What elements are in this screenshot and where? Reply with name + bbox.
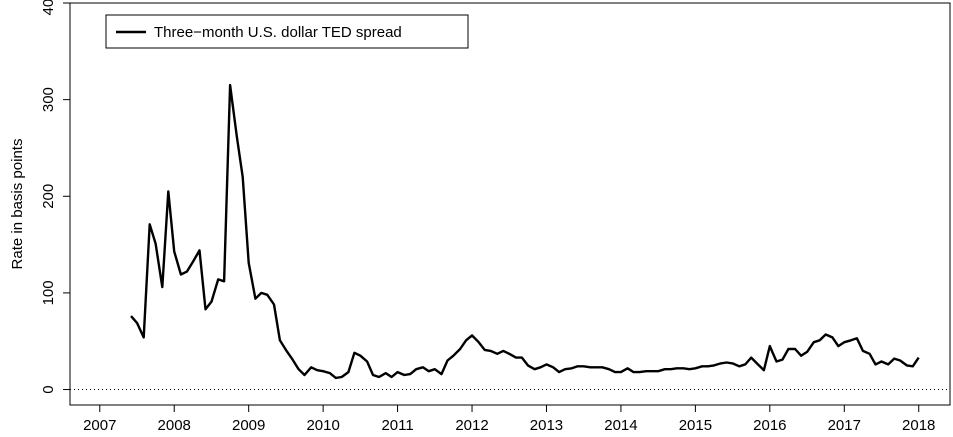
x-tick-label: 2012 — [455, 417, 488, 434]
x-tick-label: 2010 — [306, 417, 339, 434]
x-tick-label: 2011 — [381, 417, 413, 434]
y-tick-label: 300 — [40, 87, 57, 112]
plot-frame — [69, 2, 951, 406]
y-tick-label: 200 — [40, 184, 57, 209]
y-axis-title: Rate in basis points — [9, 139, 26, 270]
y-tick-label: 400 — [40, 0, 57, 16]
legend-label: Three−month U.S. dollar TED spread — [154, 24, 402, 41]
x-axis: 2007 2008 2009 2010 2011 2012 2013 2014 2015 2016… — [83, 405, 935, 434]
x-tick-label: 2017 — [828, 417, 861, 434]
y-tick-label: 100 — [40, 280, 57, 305]
x-tick-label: 2016 — [753, 417, 786, 434]
y-axis: 0 100 200 300 400 — [40, 0, 70, 394]
x-tick-label: 2009 — [232, 417, 265, 434]
x-tick-label: 2014 — [604, 417, 637, 434]
x-tick-label: 2015 — [679, 417, 712, 434]
legend-box — [105, 14, 469, 49]
ted-spread-line — [130, 83, 920, 380]
legend: Three−month U.S. dollar TED spread — [105, 14, 469, 49]
y-tick-label: 0 — [40, 385, 57, 393]
x-tick-label: 2007 — [83, 417, 116, 434]
x-tick-label: 2013 — [530, 417, 563, 434]
x-tick-label: 2018 — [902, 417, 935, 434]
x-tick-label: 2008 — [158, 417, 191, 434]
